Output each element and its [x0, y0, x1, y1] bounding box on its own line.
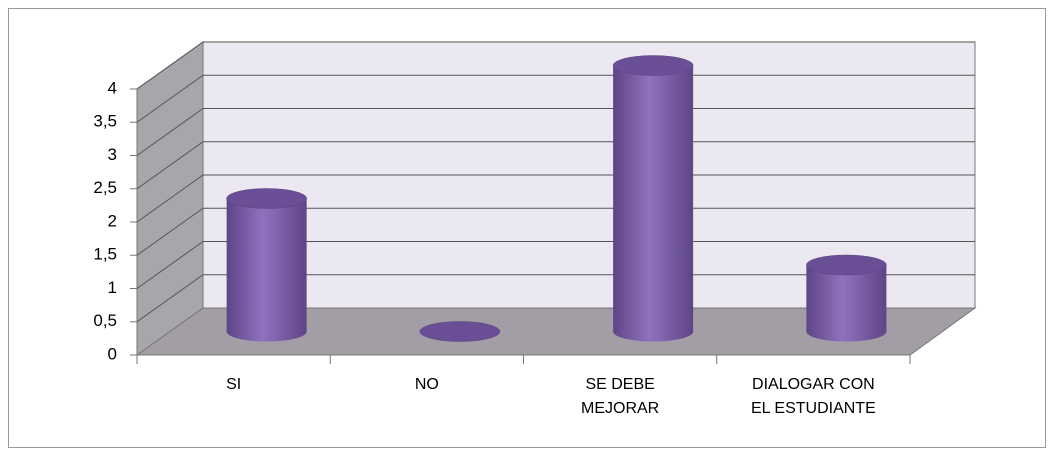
grid-line-side: [136, 174, 204, 223]
cylinder-top: [419, 321, 501, 342]
cylinder: [226, 188, 307, 342]
grid-line-side: [136, 207, 204, 256]
x-tick-label: NO: [414, 376, 439, 393]
grid-line-side: [136, 108, 204, 156]
cylinder: [806, 254, 887, 342]
x-tick-label: SI: [226, 376, 242, 393]
grid-line-side: [136, 241, 204, 289]
cylinder-body: [226, 198, 307, 342]
cylinder-body: [613, 65, 694, 342]
cylinder: [419, 321, 501, 342]
grid-line-side: [136, 274, 204, 323]
cylinder-top: [226, 188, 307, 209]
grid-line-side: [136, 74, 204, 123]
y-tick-label: 2: [108, 211, 117, 230]
cylinder-body: [806, 265, 887, 342]
grid-line-side: [136, 41, 204, 90]
x-tick-label: DIALOGAR CON EL ESTUDIANTE: [750, 376, 876, 417]
y-tick-label: 4: [108, 78, 117, 97]
y-tick-label: 0,5: [93, 311, 117, 330]
y-tick-label: 1,5: [93, 245, 117, 264]
y-tick-label: 0: [108, 344, 117, 363]
y-tick-label: 3: [108, 145, 117, 164]
grid-line-side: [136, 141, 204, 190]
x-tick-label: SE DEBE MEJORAR: [581, 376, 660, 417]
y-tick-label: 3,5: [93, 112, 117, 131]
y-tick-label: 1: [108, 278, 117, 297]
cylinder: [612, 55, 694, 342]
cylinder-top: [612, 55, 694, 76]
y-tick-label: 2,5: [93, 178, 117, 197]
cylinder-top: [806, 254, 887, 276]
